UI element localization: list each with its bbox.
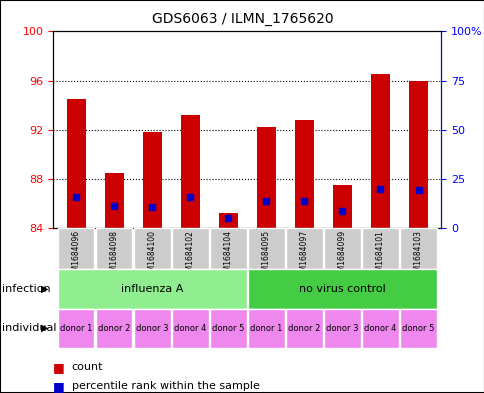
Text: GSM1684100: GSM1684100 [148, 230, 156, 281]
Text: donor 5: donor 5 [402, 324, 434, 332]
Text: ■: ■ [53, 380, 65, 393]
FancyBboxPatch shape [362, 309, 398, 348]
Bar [408, 81, 427, 228]
FancyBboxPatch shape [248, 228, 284, 269]
Text: donor 2: donor 2 [98, 324, 130, 332]
Text: donor 3: donor 3 [136, 324, 168, 332]
Text: GSM1684099: GSM1684099 [337, 230, 346, 281]
Text: donor 1: donor 1 [250, 324, 282, 332]
FancyBboxPatch shape [323, 228, 360, 269]
FancyBboxPatch shape [58, 309, 94, 348]
Text: GSM1684103: GSM1684103 [413, 230, 422, 281]
Text: percentile rank within the sample: percentile rank within the sample [72, 381, 259, 391]
Text: GSM1684096: GSM1684096 [72, 230, 80, 281]
FancyBboxPatch shape [134, 309, 170, 348]
FancyBboxPatch shape [323, 309, 360, 348]
FancyBboxPatch shape [286, 309, 322, 348]
Text: ▶: ▶ [41, 284, 48, 294]
Bar [332, 185, 351, 228]
Bar [218, 213, 237, 228]
Text: GSM1684104: GSM1684104 [224, 230, 232, 281]
Text: no virus control: no virus control [299, 284, 385, 294]
Text: donor 1: donor 1 [60, 324, 92, 332]
Text: GSM1684095: GSM1684095 [261, 230, 270, 281]
FancyBboxPatch shape [286, 228, 322, 269]
Text: count: count [72, 362, 103, 373]
Bar [294, 120, 313, 228]
Text: GSM1684101: GSM1684101 [375, 230, 384, 281]
Bar [370, 74, 389, 228]
FancyBboxPatch shape [172, 309, 208, 348]
Text: individual: individual [2, 323, 57, 333]
Text: GSM1684097: GSM1684097 [299, 230, 308, 281]
FancyBboxPatch shape [210, 228, 246, 269]
FancyBboxPatch shape [362, 228, 398, 269]
Text: donor 2: donor 2 [287, 324, 320, 332]
Text: GDS6063 / ILMN_1765620: GDS6063 / ILMN_1765620 [151, 12, 333, 26]
FancyBboxPatch shape [96, 228, 132, 269]
FancyBboxPatch shape [399, 228, 436, 269]
Text: ■: ■ [53, 361, 65, 374]
FancyBboxPatch shape [58, 269, 246, 309]
Text: influenza A: influenza A [121, 284, 183, 294]
Text: GSM1684098: GSM1684098 [109, 230, 119, 281]
Text: ▶: ▶ [41, 323, 48, 333]
Text: donor 5: donor 5 [212, 324, 244, 332]
FancyBboxPatch shape [58, 228, 94, 269]
Text: donor 4: donor 4 [174, 324, 206, 332]
Text: infection: infection [2, 284, 51, 294]
FancyBboxPatch shape [210, 309, 246, 348]
Bar [181, 115, 199, 228]
Bar [66, 99, 86, 228]
Text: donor 4: donor 4 [363, 324, 396, 332]
Text: GSM1684102: GSM1684102 [185, 230, 195, 281]
Bar [142, 132, 162, 228]
Bar [105, 173, 123, 228]
FancyBboxPatch shape [248, 269, 436, 309]
FancyBboxPatch shape [248, 309, 284, 348]
FancyBboxPatch shape [172, 228, 208, 269]
Bar [257, 127, 275, 228]
FancyBboxPatch shape [96, 309, 132, 348]
FancyBboxPatch shape [399, 309, 436, 348]
FancyBboxPatch shape [134, 228, 170, 269]
Text: donor 3: donor 3 [326, 324, 358, 332]
